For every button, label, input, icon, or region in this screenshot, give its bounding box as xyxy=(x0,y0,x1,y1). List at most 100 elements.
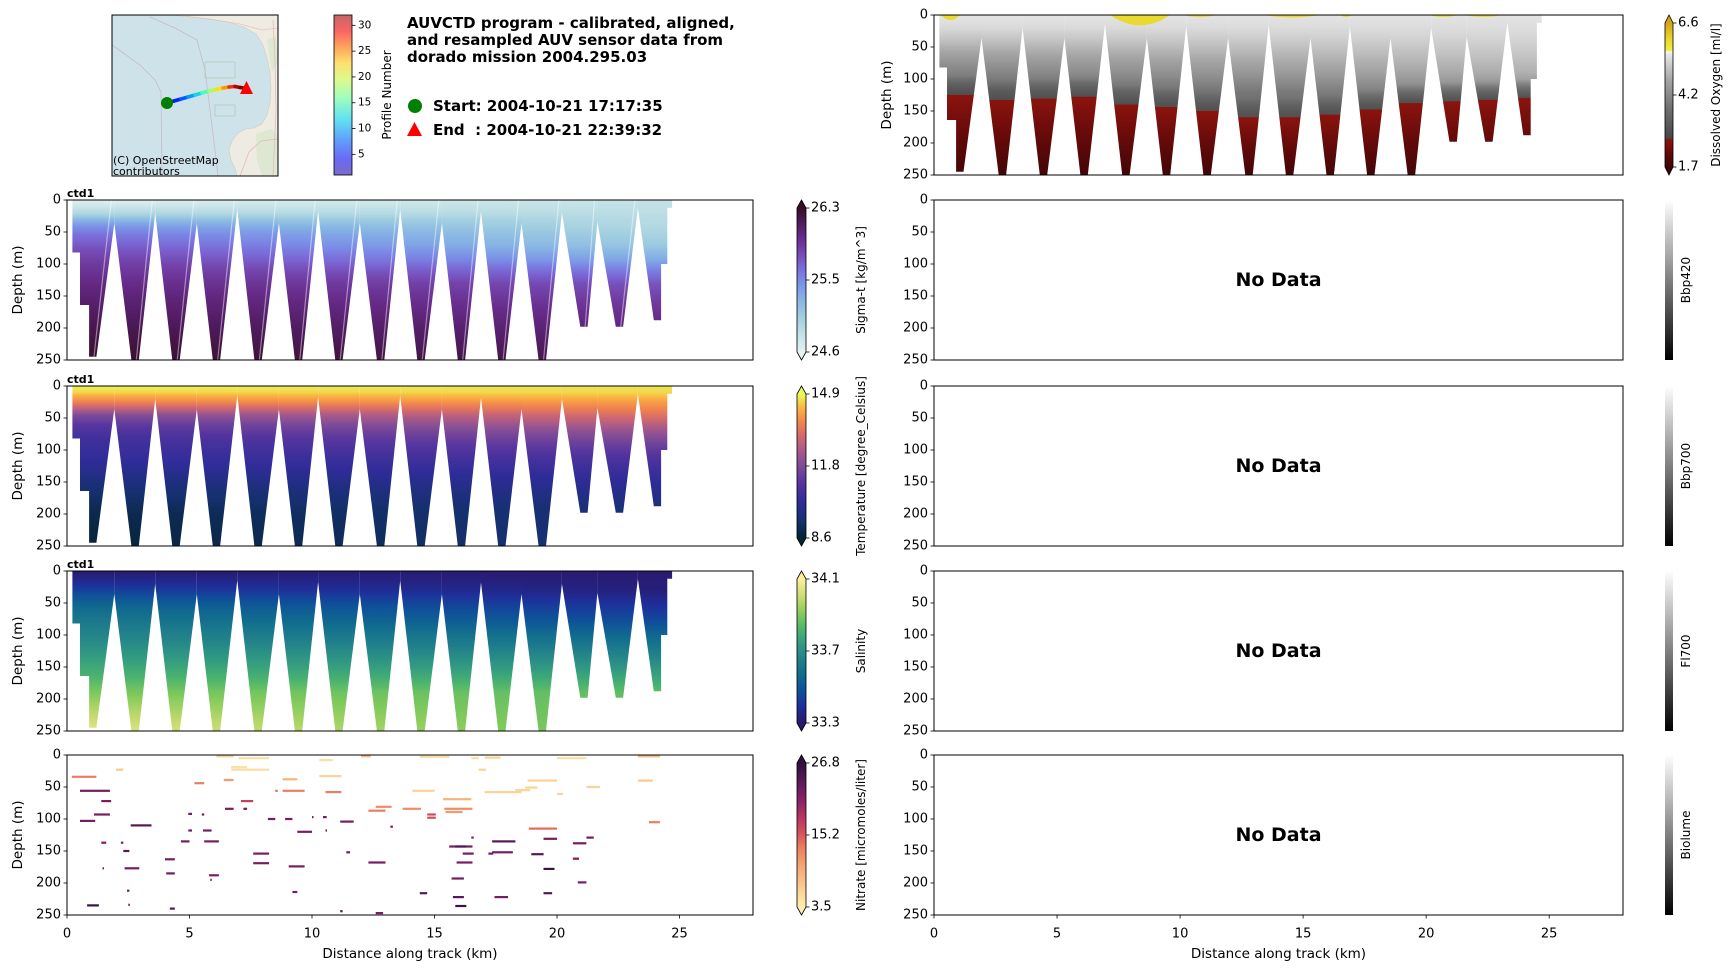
y-tick-label: 0 xyxy=(920,379,928,394)
nitrate-segment xyxy=(231,766,248,769)
profile-14-section xyxy=(597,571,638,698)
nitrate-segment xyxy=(586,785,600,789)
y-tick-label: 0 xyxy=(53,379,61,394)
nitrate-segment xyxy=(297,830,312,833)
nitrate-segment xyxy=(216,755,234,758)
x-tick-label: 5 xyxy=(1053,927,1061,942)
profile-8-section xyxy=(359,571,401,731)
profile-4-section xyxy=(196,200,238,360)
nitrate-segment xyxy=(292,890,298,894)
profile-colorbar-tick-label: 25 xyxy=(358,45,371,57)
auv-track-line xyxy=(542,200,560,360)
profile-6-section xyxy=(278,571,319,731)
surface-high-oxygen-patch xyxy=(1263,15,1321,18)
colorbar-tick-label: 8.6 xyxy=(811,531,832,546)
nitrate-segment xyxy=(130,824,152,827)
nitrate-segment xyxy=(194,782,205,785)
nitrate-segment xyxy=(80,789,110,792)
y-tick-label: 250 xyxy=(903,724,928,739)
profile-colorbar-tick-label: 20 xyxy=(358,71,371,83)
colorbar-min-extension xyxy=(797,907,806,915)
colorbar-label: Temperature [degree_Celsius] xyxy=(854,376,868,557)
x-tick-label: 0 xyxy=(63,927,71,942)
y-tick-label: 50 xyxy=(44,596,61,611)
profile-1-section xyxy=(72,386,115,543)
nitrate-segment xyxy=(180,840,190,843)
profile-2-section xyxy=(114,200,156,360)
surface-high-oxygen-patch xyxy=(940,15,961,21)
nitrate-segment xyxy=(231,768,270,771)
nitrate-segment xyxy=(492,851,513,854)
nitrate-segment xyxy=(427,813,436,816)
y-tick-label: 50 xyxy=(44,780,61,795)
nitrate-segment xyxy=(484,791,522,794)
colorbar-body xyxy=(797,579,806,723)
panel-sigma-t: 0 50 100 150 200 250 Depth (m) ctd1 26.3 25.5 24.6… xyxy=(10,187,868,368)
profile-8-section xyxy=(359,386,401,546)
nitrate-segment xyxy=(288,865,305,868)
colorbar-tick-label: 15.2 xyxy=(811,828,840,843)
nitrate-segment xyxy=(557,792,564,796)
y-tick-label: 200 xyxy=(903,692,928,707)
nitrate-segment xyxy=(340,910,343,913)
y-tick-label: 200 xyxy=(36,692,61,707)
y-tick-label: 100 xyxy=(36,443,61,458)
nitrate-segment xyxy=(243,807,248,810)
colorbar-salinity: 34.1 33.7 33.3 Salinity xyxy=(796,570,868,732)
profile-9-section xyxy=(400,571,442,731)
y-axis-label: Depth (m) xyxy=(10,616,26,685)
profile-13-section xyxy=(561,386,598,513)
axes-frame xyxy=(66,385,754,547)
nitrate-segment xyxy=(101,800,112,803)
profile-5-section xyxy=(237,571,279,731)
nitrate-segment xyxy=(572,857,579,860)
profile-6-section xyxy=(278,200,319,360)
colorbar-nitrate: 26.8 15.2 3.5 Nitrate [micromoles/liter] xyxy=(796,754,868,916)
profile-12-section xyxy=(521,571,562,731)
map-sanctuary-box xyxy=(214,104,236,117)
colorbar-tick-label: 26.8 xyxy=(811,756,840,771)
y-tick-label: 0 xyxy=(920,8,928,23)
nitrate-segment xyxy=(492,840,516,843)
colorbar-body xyxy=(1665,386,1673,546)
profile-14-section xyxy=(597,386,638,513)
nitrate-segment xyxy=(267,817,276,821)
nitrate-segment xyxy=(166,872,175,875)
y-tick-label: 200 xyxy=(36,321,61,336)
y-tick-label: 200 xyxy=(903,321,928,336)
nitrate-segment xyxy=(80,819,96,822)
auv-track-line xyxy=(93,200,112,357)
colorbar-max-extension xyxy=(797,571,806,579)
colorbar-body xyxy=(797,208,806,352)
profile-15-section xyxy=(637,200,673,321)
profile-1-section xyxy=(72,571,115,728)
x-tick-label: 10 xyxy=(304,927,321,942)
track-start-marker-icon xyxy=(161,97,173,109)
colorbar-tick-label: 1.7 xyxy=(1678,160,1699,175)
nitrate-segment xyxy=(471,836,474,839)
nitrate-segment xyxy=(402,807,421,810)
colorbar-tick-label: 25.5 xyxy=(811,273,840,288)
y-tick-label: 150 xyxy=(903,475,928,490)
header-section: (C) OpenStreetMap contributors 5 10 15 20 25… xyxy=(111,14,735,178)
figure-title-line-3: dorado mission 2004.295.03 xyxy=(407,48,647,66)
colorbar-tick-label: 3.5 xyxy=(811,900,832,915)
map-road xyxy=(239,138,278,176)
map-basemap xyxy=(112,15,278,176)
y-tick-label: 100 xyxy=(36,257,61,272)
profile-7-section xyxy=(318,386,360,546)
y-tick-label: 200 xyxy=(36,507,61,522)
colorbar-label: Fl700 xyxy=(1679,634,1693,667)
profile-number-colorbar: 5 10 15 20 25 30 Profile Number xyxy=(333,14,394,176)
nitrate-segment xyxy=(368,861,386,864)
nitrate-segment xyxy=(528,827,557,830)
end-time-label: End : 2004-10-21 22:39:32 xyxy=(433,121,662,139)
x-tick-label: 25 xyxy=(671,927,688,942)
profile-3-section xyxy=(155,386,197,546)
nitrate-segment xyxy=(444,807,473,810)
profile-colorbar-tick-label: 30 xyxy=(358,19,371,31)
auv-track-line xyxy=(620,200,636,327)
